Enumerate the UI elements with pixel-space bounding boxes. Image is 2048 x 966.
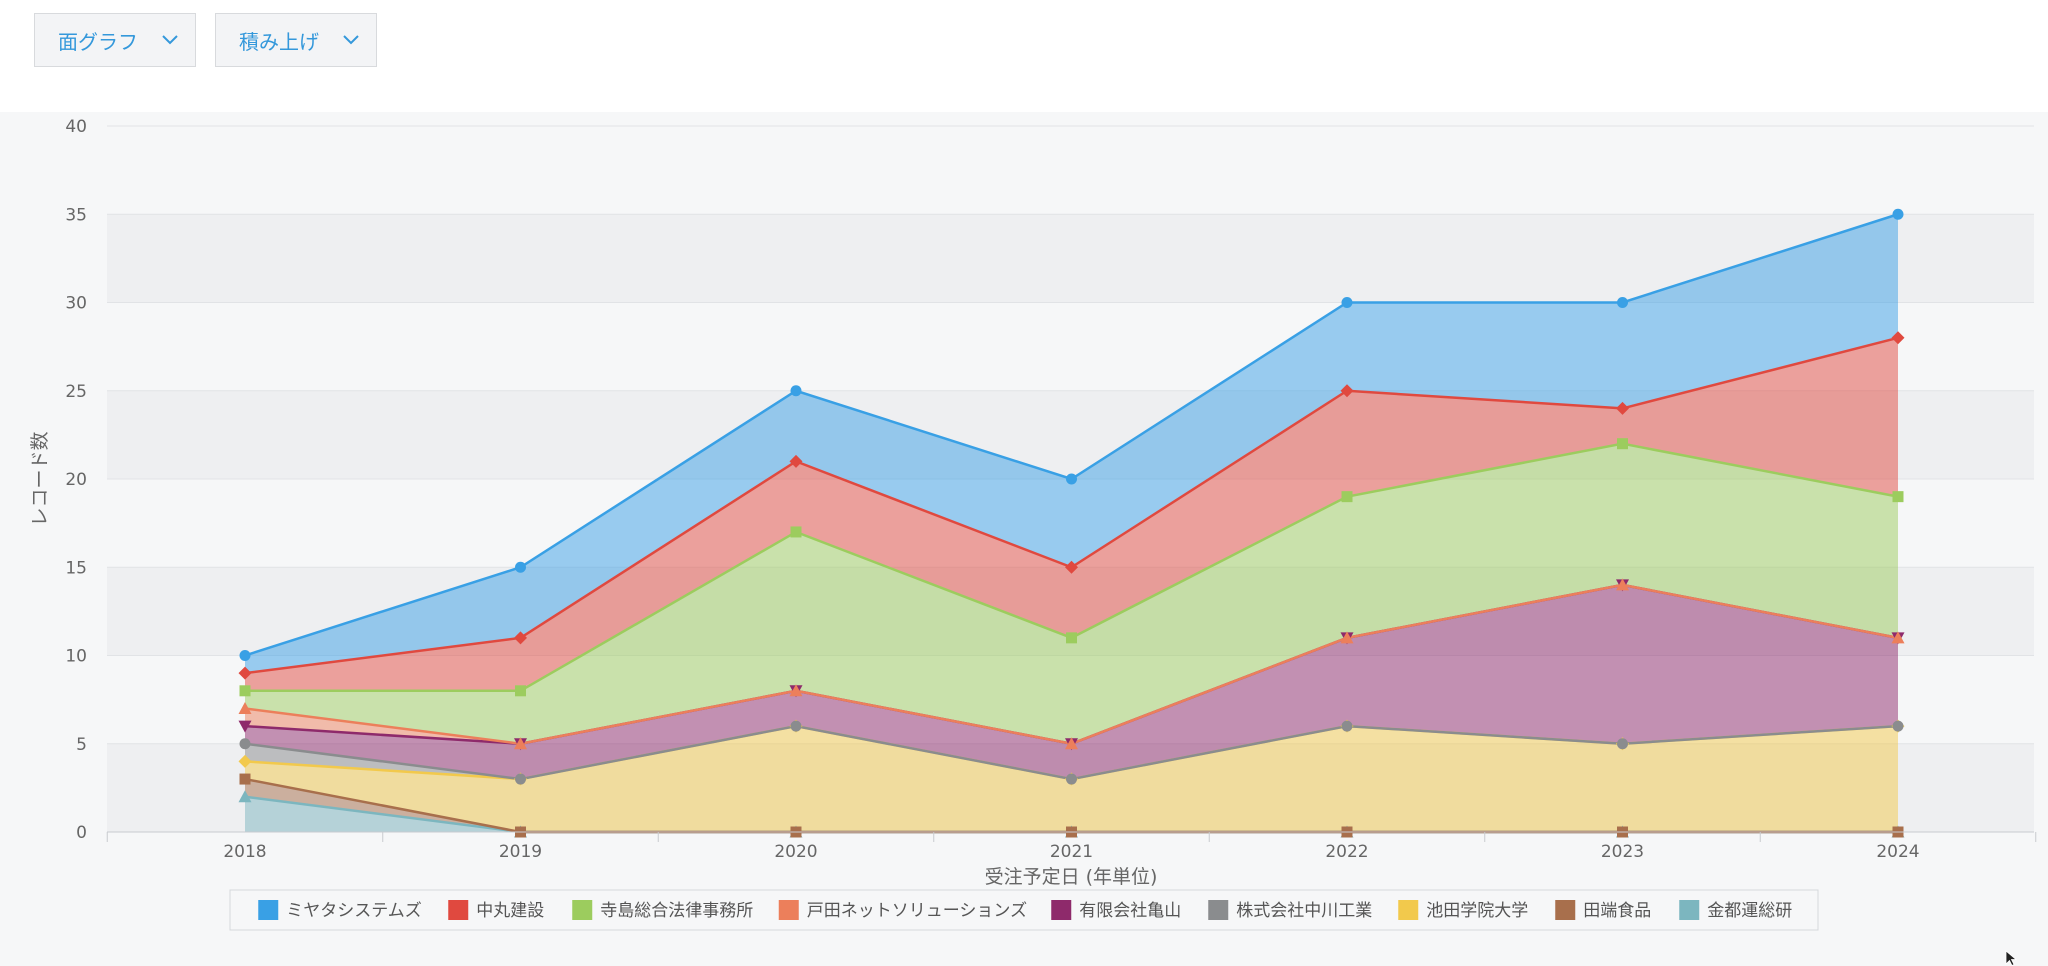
y-tick-label: 5 [76, 735, 87, 755]
x-tick-label: 2023 [1601, 842, 1644, 862]
data-point [1066, 773, 1077, 785]
data-point [790, 385, 802, 397]
x-tick-label: 2019 [499, 842, 542, 862]
data-point [239, 685, 251, 697]
x-tick-label: 2018 [223, 842, 266, 862]
legend-swatch [1051, 900, 1072, 920]
data-point [1341, 491, 1353, 503]
legend-label: 戸田ネットソリューションズ [807, 901, 1027, 921]
data-point [1340, 631, 1354, 644]
data-point [1341, 720, 1353, 732]
area-fill [245, 214, 1898, 674]
data-point [1341, 297, 1353, 308]
legend-swatch [1208, 900, 1229, 920]
x-axis-title: 受注予定日 (年単位) [985, 866, 1158, 888]
data-point [1892, 208, 1904, 220]
data-point [239, 650, 251, 661]
y-tick-label: 0 [76, 823, 87, 843]
stack-mode-label: 積み上げ [239, 29, 319, 54]
y-tick-label: 10 [65, 647, 87, 667]
data-point [1892, 491, 1904, 503]
y-tick-label: 20 [65, 470, 87, 490]
legend-label: 田端食品 [1583, 901, 1651, 921]
data-point [1617, 738, 1628, 750]
data-point [1617, 297, 1628, 308]
data-point [515, 561, 526, 573]
chart-type-dropdown[interactable]: 面グラフ [34, 13, 196, 67]
data-point [239, 738, 251, 750]
chart-type-label: 面グラフ [58, 29, 138, 54]
mouse-cursor-icon [2005, 950, 2018, 966]
legend-label: 有限会社亀山 [1079, 901, 1181, 921]
data-point [1616, 578, 1629, 591]
data-point [514, 631, 527, 645]
y-tick-label: 35 [65, 205, 87, 225]
data-point [1066, 632, 1077, 644]
chevron-down-icon [162, 35, 178, 45]
data-point [1891, 631, 1905, 644]
data-point [1891, 331, 1905, 345]
data-point [238, 790, 252, 803]
data-point [1340, 384, 1354, 398]
legend-swatch [778, 900, 799, 920]
legend-swatch [1555, 900, 1576, 920]
data-point [239, 773, 251, 785]
stacked-area-chart: 0 5 10 15 20 25 30 35 40 2018 2019 2020 2021 2022 2023… [29, 117, 2037, 931]
data-point [1892, 720, 1904, 732]
x-tick-label: 2020 [774, 842, 817, 862]
data-point [790, 526, 802, 538]
data-point [238, 720, 252, 733]
x-tick-label: 2022 [1325, 842, 1368, 862]
data-point [1616, 401, 1629, 415]
data-point [789, 454, 803, 468]
data-point [1066, 473, 1077, 485]
data-point [238, 666, 252, 680]
legend-swatch [572, 900, 593, 920]
y-tick-label: 30 [65, 294, 87, 314]
y-axis-title: レコード数 [29, 431, 51, 526]
data-point [238, 754, 252, 768]
legend-swatch [1398, 900, 1419, 920]
legend-swatch [1679, 900, 1700, 920]
legend-box [229, 889, 1819, 931]
data-point [515, 685, 526, 697]
area-fill [245, 796, 1898, 832]
y-tick-label: 15 [65, 558, 87, 578]
y-tick-label: 25 [65, 382, 87, 402]
legend-swatch [258, 900, 279, 920]
legend-label: 池田学院大学 [1426, 901, 1528, 921]
data-point [1617, 438, 1628, 450]
legend-label: 中丸建設 [476, 901, 544, 921]
stack-mode-dropdown[interactable]: 積み上げ [215, 13, 377, 67]
x-tick-label: 2021 [1050, 842, 1093, 862]
legend-label: 寺島総合法律事務所 [600, 901, 753, 921]
data-point [790, 720, 802, 732]
data-point [789, 684, 803, 697]
data-point [238, 701, 252, 714]
x-tick-label: 2024 [1876, 842, 1919, 862]
data-point [1065, 560, 1078, 574]
chart-panel: 0 5 10 15 20 25 30 35 40 2018 2019 2020 2021 2022 2023… [0, 112, 2048, 966]
data-point [1065, 737, 1078, 750]
legend-label: 金都運総研 [1707, 901, 1792, 921]
chart-toolbar: 面グラフ 積み上げ [0, 0, 2048, 112]
data-point [515, 773, 526, 785]
legend-label: 株式会社中川工業 [1236, 901, 1372, 921]
area-fill [245, 584, 1898, 780]
y-tick-label: 40 [65, 117, 87, 137]
legend-label: ミヤタシステムズ [286, 901, 422, 921]
area-fill [245, 443, 1898, 744]
data-point [514, 737, 527, 750]
chevron-down-icon [343, 35, 359, 45]
legend-swatch [448, 900, 469, 920]
area-fill [245, 337, 1898, 691]
